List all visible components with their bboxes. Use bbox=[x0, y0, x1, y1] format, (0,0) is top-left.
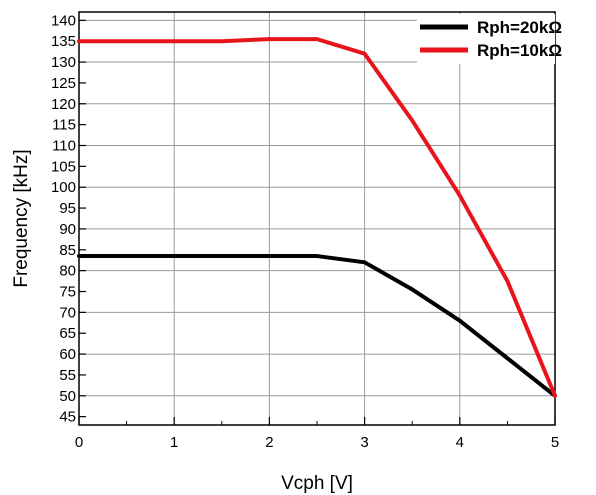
x-tick-label: 3 bbox=[360, 434, 368, 451]
y-tick-label: 100 bbox=[51, 179, 76, 196]
x-tick-label: 1 bbox=[170, 434, 178, 451]
y-tick-label: 105 bbox=[51, 158, 76, 175]
y-tick-label: 130 bbox=[51, 54, 76, 71]
y-axis-title: Frequency [kHz] bbox=[11, 149, 32, 287]
y-tick-label: 135 bbox=[51, 33, 76, 50]
plot-frame bbox=[78, 11, 556, 426]
y-tick-label: 55 bbox=[59, 367, 76, 384]
y-tick-label: 65 bbox=[59, 325, 76, 342]
y-tick-label: 45 bbox=[59, 409, 76, 426]
y-tick-label: 60 bbox=[59, 346, 76, 363]
x-tick-label: 4 bbox=[456, 434, 464, 451]
y-tick-label: 70 bbox=[59, 304, 76, 321]
y-tick-label: 110 bbox=[52, 137, 76, 154]
y-tick-label: 50 bbox=[59, 388, 76, 405]
y-tick-label: 95 bbox=[59, 200, 76, 217]
legend-label-1: Rph=20kΩ bbox=[477, 18, 562, 37]
y-tick-label: 120 bbox=[51, 96, 76, 113]
x-tick-label: 0 bbox=[75, 434, 83, 451]
axis-ticks: 0 1 2 3 4 54550556065707580859095100105110115… bbox=[51, 12, 559, 451]
y-tick-label: 140 bbox=[51, 12, 76, 29]
legend-label-2: Rph=10kΩ bbox=[477, 41, 562, 60]
x-axis-title: Vcph [V] bbox=[281, 473, 353, 494]
x-tick-label: 5 bbox=[551, 434, 559, 451]
grid-lines bbox=[79, 12, 555, 425]
series-line-1 bbox=[77, 254, 557, 398]
legend: Rph=20kΩ Rph=10kΩ bbox=[417, 14, 562, 64]
series-line-2 bbox=[77, 37, 557, 398]
x-tick-label: 2 bbox=[265, 434, 273, 451]
y-tick-label: 80 bbox=[59, 263, 76, 280]
y-tick-label: 85 bbox=[59, 242, 76, 259]
y-tick-label: 75 bbox=[59, 284, 76, 301]
legend-background bbox=[417, 14, 555, 64]
y-tick-label: 90 bbox=[59, 221, 76, 238]
y-tick-label: 125 bbox=[51, 75, 76, 92]
y-tick-label: 115 bbox=[52, 117, 76, 134]
series-layer bbox=[77, 37, 557, 398]
